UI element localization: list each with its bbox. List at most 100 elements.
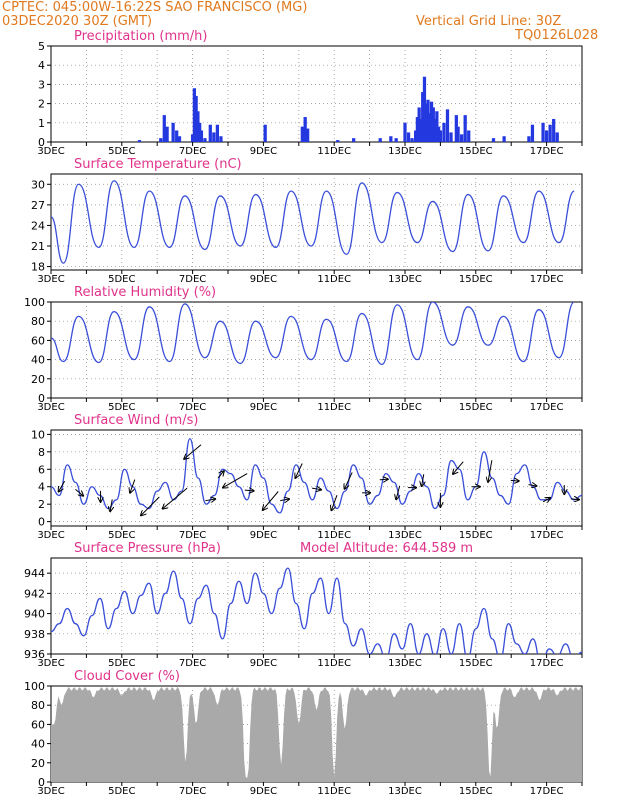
x-tick-label: 9DEC <box>250 146 277 157</box>
precip-bar <box>552 118 556 142</box>
x-tick-label: 17DEC <box>530 658 564 669</box>
y-tick-label: 1 <box>38 117 45 130</box>
wind-arrow <box>205 499 215 501</box>
precip-bar <box>194 95 198 142</box>
y-tick-label: 18 <box>31 261 45 274</box>
x-tick-label: 17DEC <box>530 786 564 797</box>
precip-bar <box>192 88 196 142</box>
plot-content <box>137 76 559 142</box>
y-tick-label: 80 <box>31 315 45 328</box>
x-tick-label: 15DEC <box>459 786 493 797</box>
x-tick-label: 3DEC <box>37 658 64 669</box>
y-tick-label: 6 <box>38 463 45 476</box>
precip-bar <box>433 118 437 142</box>
y-tick-label: 5 <box>38 40 45 53</box>
y-tick-label: 40 <box>31 354 45 367</box>
precip-bar <box>541 122 545 142</box>
panel-title-cloud: Cloud Cover (%) <box>74 669 180 684</box>
precip-bar <box>352 138 356 142</box>
chart-panel-4: 936 938 940 942 944 3DEC 5DEC 7DEC 9DEC 11DEC 13DE… <box>24 557 583 669</box>
x-tick-label: 11DEC <box>317 530 351 541</box>
x-tick-label: 11DEC <box>317 658 351 669</box>
precip-bar <box>199 130 204 142</box>
x-tick-label: 3DEC <box>37 786 64 797</box>
precip-bar <box>460 134 464 142</box>
y-tick-label: 20 <box>31 373 45 386</box>
plot-content <box>51 567 582 654</box>
x-tick-label: 5DEC <box>108 402 135 413</box>
precip-bar <box>215 124 220 142</box>
x-tick-label: 3DEC <box>37 274 64 285</box>
x-tick-label: 7DEC <box>179 786 206 797</box>
wind-arrow <box>396 485 400 500</box>
wind-arrow <box>280 499 289 501</box>
chart-panel-3: 0 2 4 6 8 10 3DEC 5DEC 7DEC 9DEC 11DEC 13DEC 15DEC 17… <box>31 428 583 541</box>
wind-arrow <box>217 471 224 479</box>
y-tick-label: 100 <box>24 680 45 693</box>
precip-bar <box>544 130 549 142</box>
x-tick-label: 3DEC <box>37 146 64 157</box>
x-tick-label: 11DEC <box>317 402 351 413</box>
precip-bar <box>502 136 506 142</box>
y-tick-label: 936 <box>24 648 45 661</box>
header-right2: TQ0126L028 <box>514 28 598 43</box>
precip-bar <box>527 136 531 142</box>
header-right1: Vertical Grid Line: 30Z <box>416 14 561 29</box>
precip-bar <box>165 126 169 142</box>
precip-bar <box>413 130 418 142</box>
x-tick-label: 11DEC <box>317 146 351 157</box>
plot-frame <box>50 173 583 271</box>
precip-bar <box>336 140 340 142</box>
precip-bar <box>212 132 216 142</box>
x-tick-label: 9DEC <box>250 658 277 669</box>
x-tick-label: 5DEC <box>108 274 135 285</box>
series-line <box>51 302 575 366</box>
x-tick-label: 15DEC <box>459 274 493 285</box>
plot-content <box>51 302 575 366</box>
wind-arrow <box>542 498 550 502</box>
series-line <box>51 180 575 264</box>
wind-arrow <box>75 488 83 495</box>
wind-arrow <box>570 499 579 500</box>
x-tick-label: 7DEC <box>179 274 206 285</box>
wind-arrow <box>130 479 136 493</box>
y-tick-label: 942 <box>24 587 45 600</box>
series-line <box>51 567 582 654</box>
precip-bar <box>190 134 195 142</box>
precip-bar <box>435 111 439 142</box>
y-tick-label: 60 <box>31 718 45 731</box>
y-tick-label: 0 <box>38 776 45 789</box>
model-altitude: Model Altitude: 644.589 m <box>300 541 473 556</box>
precip-bar <box>437 126 441 142</box>
wind-arrow <box>488 460 493 482</box>
y-tick-label: 3 <box>38 78 45 91</box>
x-tick-label: 7DEC <box>179 530 206 541</box>
y-tick-label: 0 <box>38 392 45 405</box>
x-tick-label: 17DEC <box>530 530 564 541</box>
y-tick-label: 2 <box>38 498 45 511</box>
x-tick-label: 15DEC <box>459 658 493 669</box>
wind-arrow <box>59 480 66 491</box>
precip-bar <box>548 124 552 142</box>
precip-bar <box>300 126 304 142</box>
precip-bar <box>530 124 535 142</box>
x-tick-label: 9DEC <box>250 786 277 797</box>
wind-arrow <box>331 495 338 510</box>
y-tick-label: 100 <box>24 296 45 309</box>
x-tick-label: 13DEC <box>388 786 422 797</box>
cloud-area <box>51 687 582 782</box>
header-line1: CPTEC: 045:00W-16:22S SAO FRANCISCO (MG) <box>2 0 307 15</box>
wind-arrow <box>422 474 424 486</box>
precip-bar <box>415 117 420 142</box>
y-tick-label: 2 <box>38 98 45 111</box>
precip-bar <box>555 132 559 142</box>
plot-content <box>51 180 575 264</box>
x-tick-label: 5DEC <box>108 658 135 669</box>
x-tick-label: 17DEC <box>530 146 564 157</box>
precip-bar <box>303 117 307 142</box>
precip-bar <box>431 107 435 142</box>
precip-bar <box>196 111 200 142</box>
x-tick-label: 17DEC <box>530 274 564 285</box>
precip-bar <box>203 138 207 142</box>
